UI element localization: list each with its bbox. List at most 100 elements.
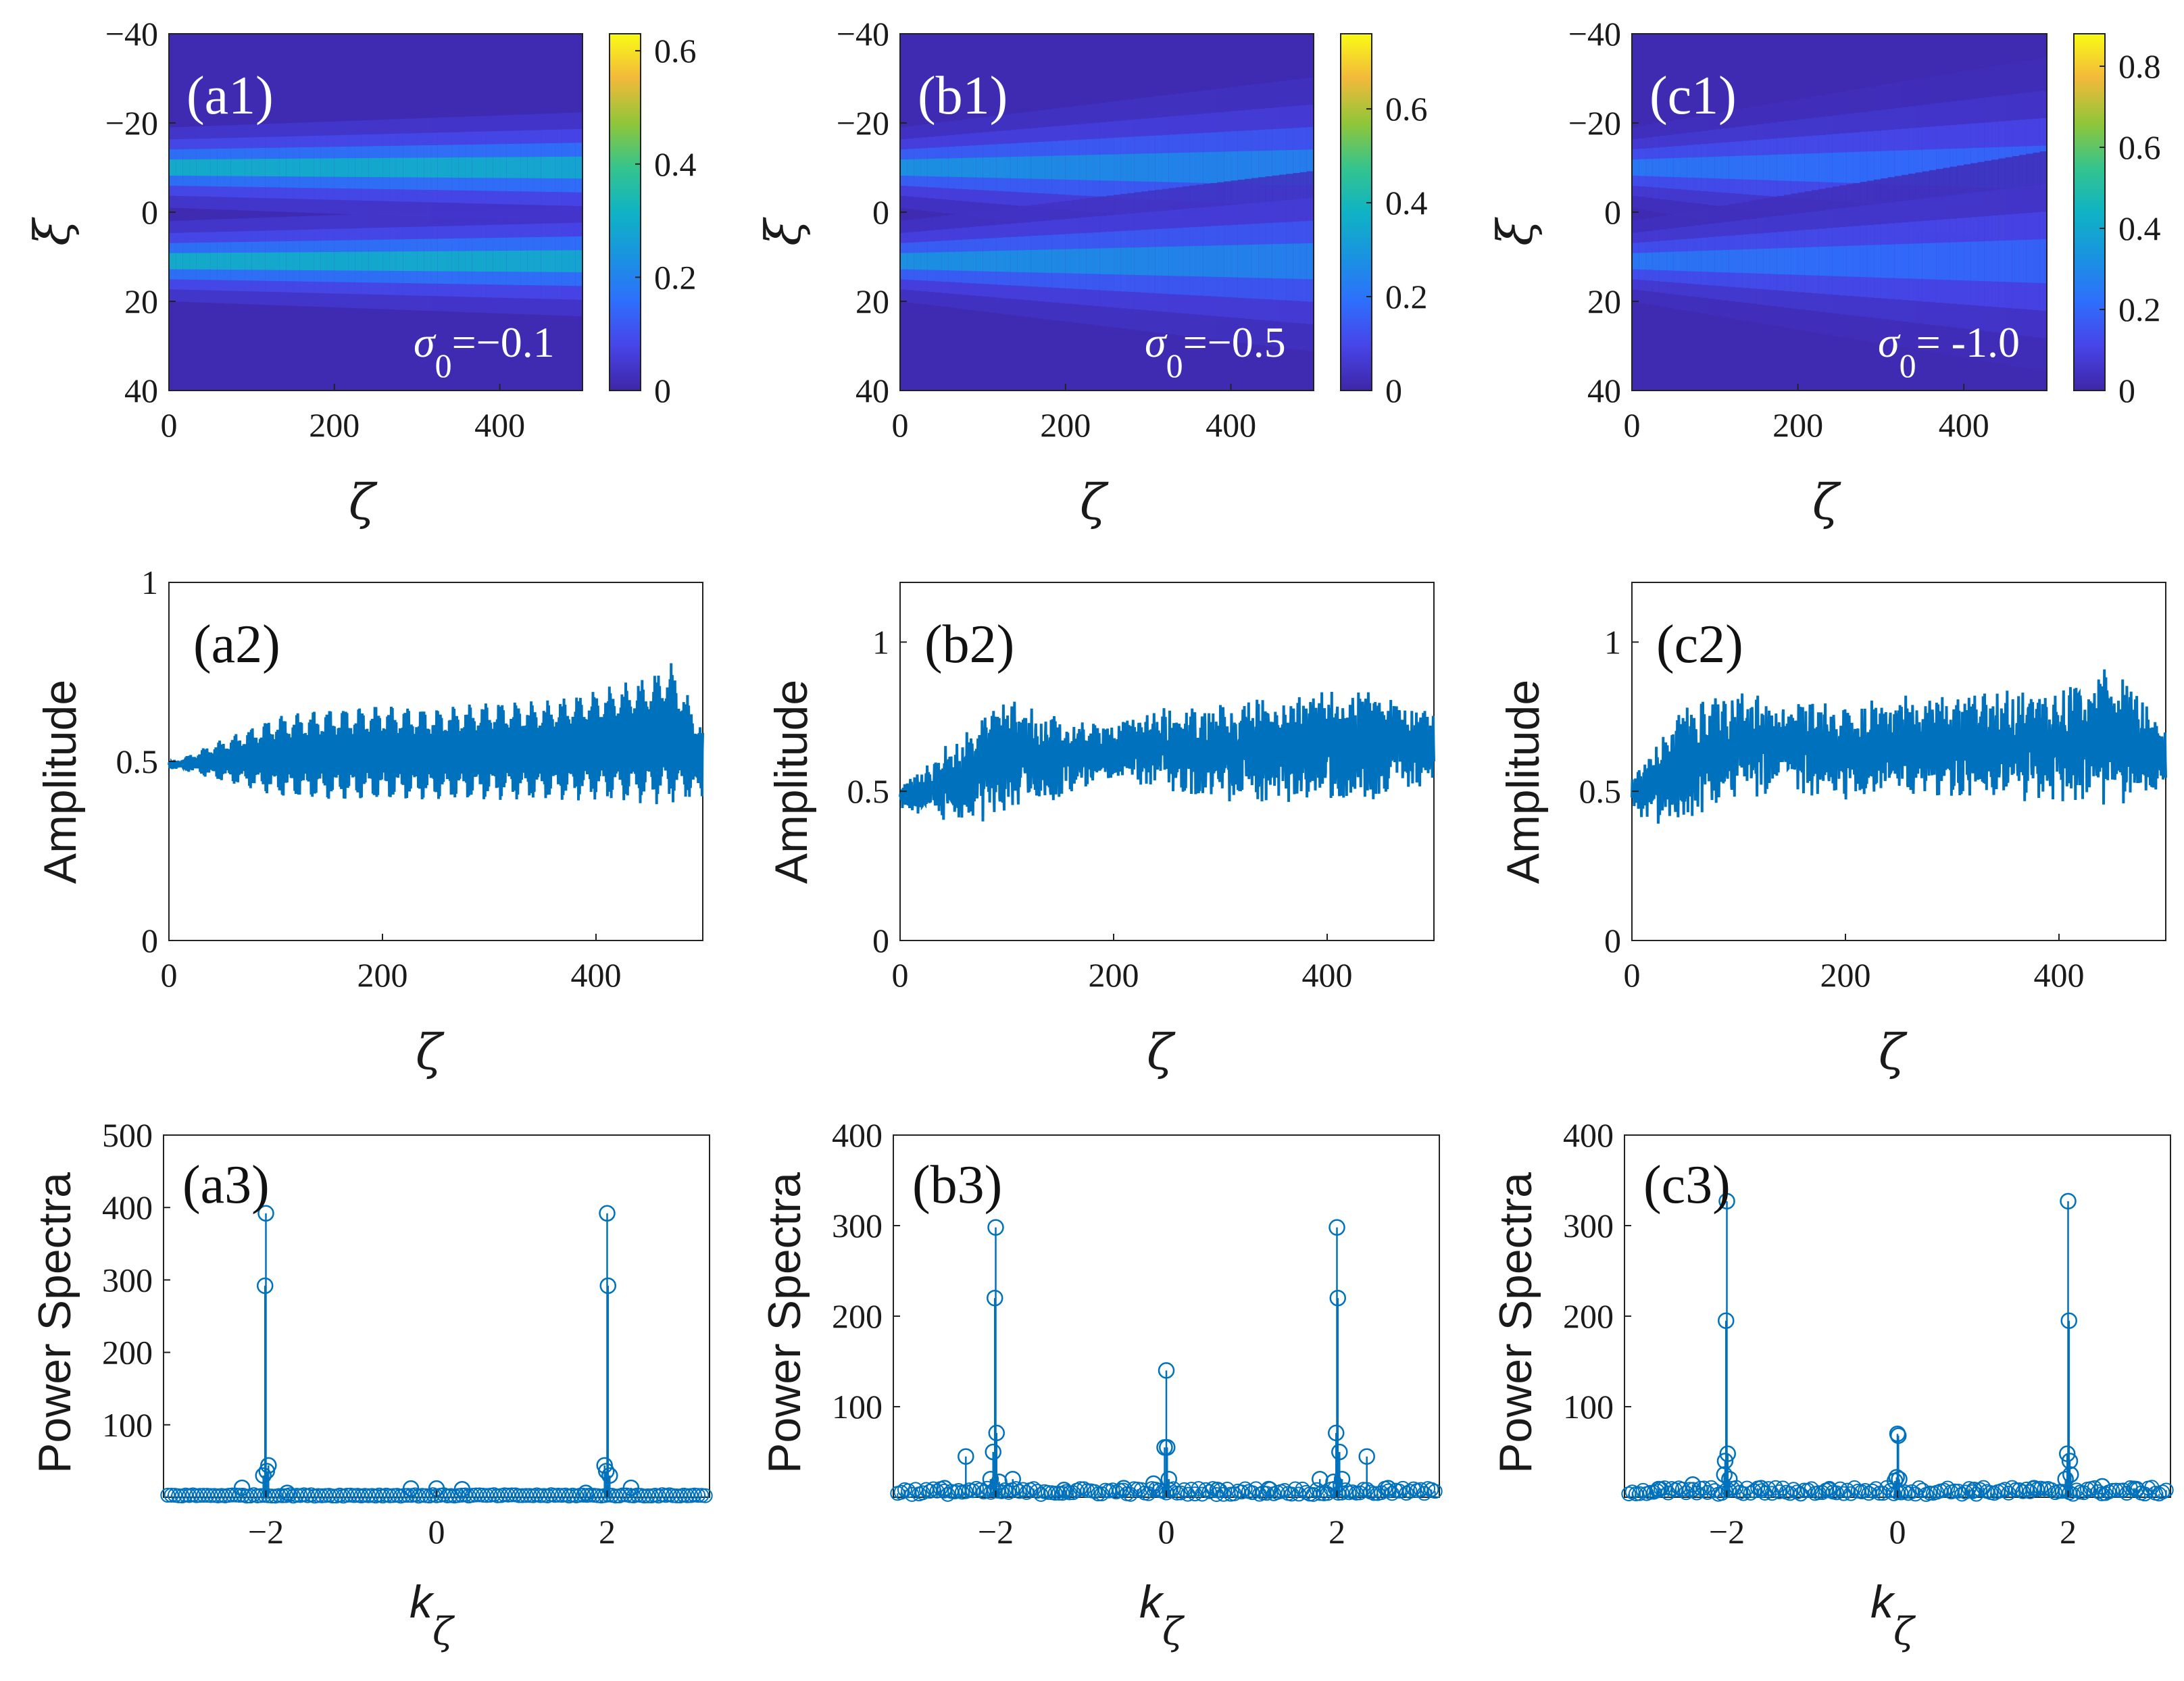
baseline-marker (908, 1482, 923, 1497)
x-axis-label-main: k (410, 1576, 435, 1628)
heatmap-band-cell (238, 252, 245, 270)
heatmap-band-cell (362, 251, 370, 271)
heatmap-band-cell (1708, 250, 1716, 272)
x-tick-label: 400 (474, 406, 525, 444)
y-tick-label: −40 (105, 15, 158, 53)
heatmap-band-cell (1950, 242, 1958, 280)
heatmap-band-cell (955, 158, 963, 177)
heatmap-band-cell (575, 250, 583, 272)
heatmap-band-cell (1286, 150, 1293, 185)
x-axis-label: ζ (416, 1024, 445, 1080)
x-tick-label: 2 (2060, 1513, 2077, 1551)
heatmap-band-cell (1293, 243, 1301, 279)
heatmap-band-cell (927, 252, 935, 270)
peak-marker (256, 1277, 274, 1295)
heatmap-band-cell (1114, 247, 1121, 275)
heatmap-band-cell (520, 250, 528, 272)
heatmap-band-cell (1168, 153, 1176, 182)
heatmap-band-cell (1107, 248, 1114, 275)
y-axis-label: ξ (1487, 217, 1543, 246)
baseline-marker (1674, 1482, 1690, 1497)
y-axis-label: Power Spectra (759, 1172, 810, 1474)
peak-marker (1752, 1480, 1770, 1497)
x-axis-label: kζ (410, 1576, 455, 1654)
colorbar-tick-label: 0 (1385, 372, 1402, 409)
sigma-annotation: σ0= -1.0 (1878, 318, 2020, 384)
baseline-marker (196, 1488, 212, 1503)
heatmap-band-cell (1093, 248, 1101, 274)
y-tick-label: 0 (872, 922, 889, 959)
heatmap-band-cell (1183, 246, 1190, 276)
heatmap-band-cell (327, 251, 335, 271)
heatmap-band-cell (210, 159, 218, 176)
heatmap-band-cell (1777, 248, 1785, 274)
x-tick-label: 0 (1624, 406, 1641, 444)
peak-marker (577, 1484, 595, 1501)
heatmap-band-cell (1141, 247, 1149, 276)
heatmap-band-cell (203, 159, 211, 176)
heatmap-band-cell (1183, 152, 1190, 183)
heatmap-band-cell (520, 157, 528, 178)
peak-marker (599, 1277, 617, 1295)
heatmap-band-cell (2005, 240, 2013, 282)
heatmap-band-cell (1203, 245, 1211, 277)
baseline-marker (2044, 1482, 2060, 1497)
heatmap-band-cell (458, 251, 466, 272)
heatmap-band-cell (1936, 243, 1943, 280)
heatmap-band-cell (1072, 155, 1080, 180)
heatmap-band-cell (948, 251, 956, 271)
heatmap-band-cell (1687, 157, 1695, 178)
heatmap-band-cell (451, 157, 459, 178)
baseline-marker (164, 1487, 179, 1503)
heatmap-band-cell (1251, 244, 1259, 278)
baseline-marker (232, 1488, 247, 1503)
peak-marker (1115, 1480, 1133, 1497)
heatmap-band-cell (1010, 157, 1018, 178)
heatmap-band-cell (430, 157, 439, 178)
x-axis-label: kζ (1870, 1576, 1916, 1654)
heatmap-band-cell (1929, 149, 1937, 186)
baseline-marker (1259, 1486, 1274, 1501)
heatmap-band-cell (1860, 151, 1868, 184)
y-tick-label: 400 (102, 1188, 153, 1226)
heatmap-band-cell (1964, 241, 1971, 281)
x-axis-label: ζ (349, 474, 378, 530)
heatmap-band-cell (1045, 155, 1052, 180)
heatmap-band-cell (1299, 243, 1308, 279)
heatmap-band-cell (499, 157, 507, 178)
heatmap-band-cell (307, 158, 314, 177)
heatmap-band-cell (1853, 151, 1861, 184)
peak-marker (2062, 1466, 2079, 1483)
heatmap-band-cell (224, 253, 232, 270)
peak-marker (233, 1479, 251, 1497)
baseline-marker (1864, 1483, 1880, 1499)
heatmap-band-cell (1189, 246, 1197, 276)
peak-marker (1331, 1443, 1348, 1461)
heatmap-band-cell (1632, 253, 1639, 270)
line-chart-c2: 0 200 400 0 0.5 1 (c2) ζ Amplitude (1497, 582, 2167, 1080)
baseline-marker (1309, 1482, 1324, 1497)
heatmap-band-cell (1666, 158, 1674, 177)
heatmap-band-cell (989, 251, 997, 272)
heatmap-b1: 0 200 400−40−2002040(b1)σ0=−0.5ζξ00.20.40.… (755, 15, 1428, 530)
heatmap-band-cell (969, 157, 976, 178)
heatmap-band-cell (1038, 156, 1045, 179)
panel-label: (b1) (918, 66, 1008, 126)
heatmap-band-cell (1680, 251, 1688, 272)
heatmap-band-cell (1791, 153, 1799, 182)
x-tick-label: 200 (1089, 956, 1139, 994)
heatmap-band-cell (575, 156, 583, 179)
heatmap-band-cell (962, 251, 970, 271)
x-tick-label: 200 (309, 406, 359, 444)
heatmap-band-cell (1804, 247, 1812, 276)
colorbar-gradient (2073, 33, 2106, 391)
heatmap-band-cell (299, 252, 307, 270)
heatmap-band-cell (1825, 153, 1833, 182)
sigma-symbol: σ (414, 318, 437, 366)
baseline-marker (1276, 1483, 1292, 1499)
baseline-marker (1427, 1484, 1443, 1499)
heatmap-band-cell (314, 158, 321, 177)
heatmap-band-cell (1237, 151, 1245, 184)
x-axis-label-sub: ζ (432, 1610, 455, 1654)
